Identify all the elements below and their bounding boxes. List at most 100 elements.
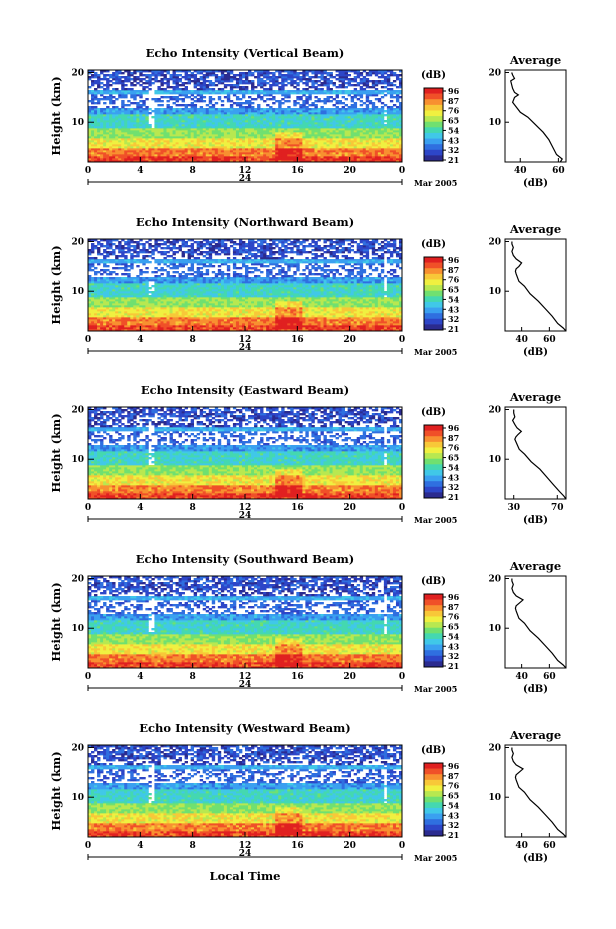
colorbar-swatch bbox=[424, 459, 443, 465]
colorbar-tick-label: 21 bbox=[448, 492, 459, 502]
x-tick-label: 8 bbox=[190, 335, 196, 345]
x-tick-label: 8 bbox=[190, 503, 196, 513]
colorbar-tick-label: 96 bbox=[448, 592, 460, 602]
colorbar-unit: (dB) bbox=[421, 407, 446, 418]
x-tick-label: 0 bbox=[85, 166, 91, 176]
average-y-tick-label: 20 bbox=[488, 743, 501, 753]
colorbar-swatch bbox=[424, 88, 443, 94]
average-y-tick-label: 10 bbox=[488, 287, 501, 297]
colorbar-unit: (dB) bbox=[421, 745, 446, 756]
panel-3: Echo Intensity (Eastward Beam)2010Height… bbox=[49, 383, 566, 526]
y-tick-label: 10 bbox=[71, 118, 84, 128]
day-label: 24 bbox=[239, 680, 252, 690]
colorbar-swatch bbox=[424, 628, 443, 634]
average-frame bbox=[505, 745, 566, 837]
colorbar-swatch bbox=[424, 819, 443, 825]
colorbar-tick-label: 76 bbox=[448, 106, 460, 116]
colorbar-swatch bbox=[424, 791, 443, 797]
date-label: Mar 2005 bbox=[414, 853, 457, 863]
heatmap bbox=[88, 576, 402, 668]
y-tick-label: 20 bbox=[71, 237, 84, 247]
colorbar-tick-label: 21 bbox=[448, 155, 459, 165]
colorbar-swatch bbox=[424, 481, 443, 487]
colorbar-tick-label: 65 bbox=[448, 285, 459, 295]
colorbar-tick-label: 43 bbox=[448, 641, 460, 651]
date-label: Mar 2005 bbox=[414, 347, 457, 357]
x-tick-label: 8 bbox=[190, 166, 196, 176]
colorbar-swatch bbox=[424, 94, 443, 100]
colorbar-tick-label: 43 bbox=[448, 472, 460, 482]
y-axis-label: Height (km) bbox=[49, 751, 63, 830]
y-tick-label: 10 bbox=[71, 793, 84, 803]
colorbar-swatch bbox=[424, 470, 443, 476]
colorbar-tick-label: 96 bbox=[448, 761, 460, 771]
colorbar-swatch bbox=[424, 633, 443, 639]
colorbar-tick-label: 87 bbox=[448, 96, 459, 106]
average-unit: (dB) bbox=[523, 853, 548, 864]
panel-5: Echo Intensity (Westward Beam)2010Height… bbox=[49, 721, 566, 864]
colorbar-swatch bbox=[424, 802, 443, 808]
colorbar-swatch bbox=[424, 296, 443, 302]
average-frame bbox=[505, 576, 566, 668]
colorbar-swatch bbox=[424, 639, 443, 645]
heatmap bbox=[88, 745, 402, 837]
x-tick-label: 0 bbox=[85, 672, 91, 682]
average-title: Average bbox=[509, 390, 561, 404]
x-tick-label: 20 bbox=[343, 166, 356, 176]
colorbar-swatch bbox=[424, 464, 443, 470]
colorbar-swatch bbox=[424, 808, 443, 814]
average-y-tick-label: 10 bbox=[488, 793, 501, 803]
average-y-tick-label: 10 bbox=[488, 624, 501, 634]
y-tick-label: 20 bbox=[71, 574, 84, 584]
date-label: Mar 2005 bbox=[414, 515, 457, 525]
colorbar-swatch bbox=[424, 622, 443, 628]
colorbar-swatch bbox=[424, 442, 443, 448]
colorbar-swatch bbox=[424, 122, 443, 128]
x-tick-label: 16 bbox=[291, 672, 304, 682]
x-axis-label: Local Time bbox=[210, 869, 281, 883]
colorbar-swatch bbox=[424, 263, 443, 269]
colorbar-tick-label: 32 bbox=[448, 314, 459, 324]
colorbar-swatch bbox=[424, 797, 443, 803]
colorbar-swatch bbox=[424, 425, 443, 431]
panel-title: Echo Intensity (Eastward Beam) bbox=[141, 383, 349, 397]
average-profile-line bbox=[512, 242, 566, 332]
colorbar-swatch bbox=[424, 99, 443, 105]
colorbar-tick-label: 54 bbox=[448, 462, 460, 472]
average-title: Average bbox=[509, 559, 561, 573]
x-tick-label: 20 bbox=[343, 672, 356, 682]
colorbar-tick-label: 32 bbox=[448, 820, 459, 830]
x-tick-label: 0 bbox=[85, 335, 91, 345]
average-title: Average bbox=[509, 222, 561, 236]
x-tick-label: 16 bbox=[291, 335, 304, 345]
colorbar-swatch bbox=[424, 453, 443, 459]
y-axis-label: Height (km) bbox=[49, 245, 63, 324]
colorbar-tick-label: 65 bbox=[448, 622, 459, 632]
colorbar-tick-label: 96 bbox=[448, 86, 460, 96]
average-profile-line bbox=[511, 73, 563, 163]
date-label: Mar 2005 bbox=[414, 684, 457, 694]
average-unit: (dB) bbox=[523, 178, 548, 189]
x-tick-label: 16 bbox=[291, 841, 304, 851]
average-unit: (dB) bbox=[523, 515, 548, 526]
colorbar-swatch bbox=[424, 645, 443, 651]
colorbar-unit: (dB) bbox=[421, 239, 446, 250]
x-tick-label: 16 bbox=[291, 166, 304, 176]
colorbar-swatch bbox=[424, 650, 443, 656]
average-x-tick-label: 40 bbox=[515, 841, 528, 851]
colorbar-swatch bbox=[424, 447, 443, 453]
colorbar-tick-label: 87 bbox=[448, 602, 459, 612]
colorbar-swatch bbox=[424, 476, 443, 482]
colorbar-swatch bbox=[424, 105, 443, 111]
panel-4: Echo Intensity (Southward Beam)2010Heigh… bbox=[49, 552, 566, 695]
colorbar-tick-label: 96 bbox=[448, 255, 460, 265]
date-label: Mar 2005 bbox=[414, 178, 457, 188]
average-x-tick-label: 70 bbox=[551, 503, 564, 513]
colorbar-swatch bbox=[424, 324, 443, 330]
colorbar-tick-label: 32 bbox=[448, 482, 459, 492]
